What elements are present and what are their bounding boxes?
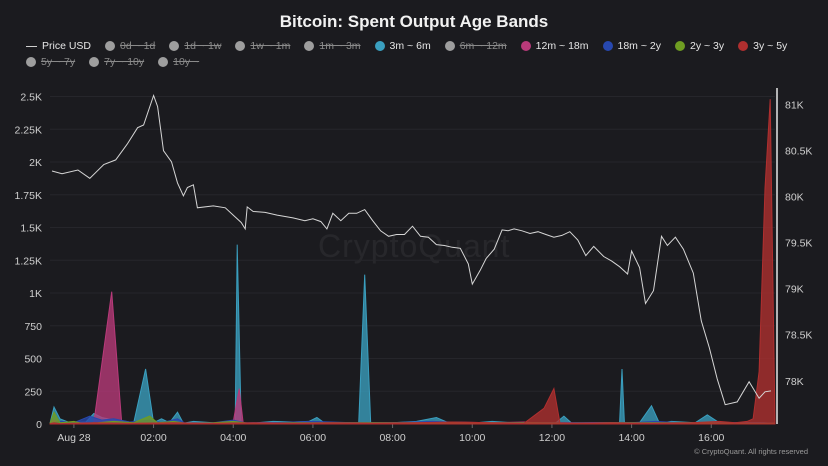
legend-item[interactable]: 1w ~ 1m xyxy=(235,40,290,52)
legend-dot-marker xyxy=(304,41,315,51)
y-right-tick-label: 79.5K xyxy=(785,238,812,250)
y-left-tick-label: 250 xyxy=(24,386,42,398)
chart-legend: Price USD 0d ~ 1d 1d ~ 1w 1w ~ 1m 1m ~ 3m 3m … xyxy=(26,40,816,68)
legend-label: 3y ~ 5y xyxy=(753,40,788,52)
y-right-tick-label: 78K xyxy=(785,376,804,388)
legend-line-marker xyxy=(26,45,37,47)
legend-dot-marker xyxy=(105,41,116,51)
legend-dot-marker xyxy=(235,41,246,51)
legend-item[interactable]: 0d ~ 1d xyxy=(105,40,155,52)
x-tick-label: 10:00 xyxy=(459,432,485,444)
legend-dot-marker xyxy=(738,41,749,51)
y-left-tick-label: 2.25K xyxy=(15,124,42,136)
series-area xyxy=(49,244,776,425)
legend-dot-marker xyxy=(674,41,685,51)
y-left-tick-label: 1.75K xyxy=(15,190,42,202)
y-left-tick-label: 2.5K xyxy=(20,92,42,104)
legend-item[interactable]: 1d ~ 1w xyxy=(169,40,221,52)
legend-label: 18m ~ 2y xyxy=(617,40,661,52)
y-left-tick-label: 0 xyxy=(36,419,42,431)
legend-dot-marker xyxy=(602,41,613,51)
copyright-notice: © CryptoQuant. All rights reserved xyxy=(694,447,808,456)
x-tick-label: 04:00 xyxy=(220,432,246,444)
legend-label: 3m ~ 6m xyxy=(389,40,431,52)
y-right-tick-label: 79K xyxy=(785,284,804,296)
y-left-tick-label: 750 xyxy=(24,321,42,333)
price-line xyxy=(51,93,772,406)
legend-dot-marker xyxy=(26,57,36,67)
legend-label: 2y ~ 3y xyxy=(689,40,725,52)
legend-dot-marker xyxy=(374,41,385,51)
x-tick-label: 12:00 xyxy=(539,432,565,444)
legend-label: 10y ~ xyxy=(173,56,200,68)
legend-item[interactable]: 3m ~ 6m xyxy=(374,40,431,52)
legend-dot-marker xyxy=(158,57,169,67)
legend-label: 0d ~ 1d xyxy=(120,40,156,52)
legend-item[interactable]: 3y ~ 5y xyxy=(738,40,787,52)
legend-item[interactable]: 5y ~ 7y xyxy=(26,56,75,68)
legend-item[interactable]: 12m ~ 18m xyxy=(520,40,589,52)
y-right-tick-label: 78.5K xyxy=(785,330,812,342)
y-right-tick-label: 80K xyxy=(785,192,804,204)
x-tick-label: Aug 28 xyxy=(57,432,90,444)
y-right-tick-label: 81K xyxy=(785,100,804,112)
x-tick-label: 14:00 xyxy=(618,432,644,444)
x-tick-label: 16:00 xyxy=(698,432,724,444)
x-tick-label: 02:00 xyxy=(140,432,166,444)
legend-label: 5y ~ 7y xyxy=(41,56,76,68)
legend-item[interactable]: 7y ~ 10y xyxy=(89,56,144,68)
legend-dot-marker xyxy=(444,41,455,51)
series-area xyxy=(49,291,776,425)
legend-label: 6m ~ 12m xyxy=(459,40,507,52)
legend-item[interactable]: 2y ~ 3y xyxy=(674,40,725,52)
legend-dot-marker xyxy=(520,41,531,51)
legend-item[interactable]: Price USD xyxy=(26,40,91,52)
legend-dot-marker xyxy=(89,57,100,67)
series-area xyxy=(49,99,776,425)
y-left-tick-label: 2K xyxy=(29,157,42,169)
legend-item[interactable]: 6m ~ 12m xyxy=(444,40,507,52)
y-left-tick-label: 500 xyxy=(24,354,42,366)
watermark: CryptoQuant xyxy=(318,228,511,264)
y-left-tick-label: 1.25K xyxy=(15,255,42,267)
x-tick-label: 08:00 xyxy=(379,432,405,444)
y-left-tick-label: 1K xyxy=(29,288,42,300)
y-left-tick-label: 1.5K xyxy=(20,223,42,235)
legend-label: 1m ~ 3m xyxy=(319,40,361,52)
legend-item[interactable]: 1m ~ 3m xyxy=(304,40,361,52)
legend-item[interactable]: 18m ~ 2y xyxy=(602,40,661,52)
legend-label: 7y ~ 10y xyxy=(104,56,145,68)
legend-label: 1d ~ 1w xyxy=(184,40,222,52)
legend-label: Price USD xyxy=(42,40,92,52)
legend-dot-marker xyxy=(169,41,180,51)
legend-label: 12m ~ 18m xyxy=(535,40,589,52)
x-tick-label: 06:00 xyxy=(300,432,326,444)
legend-label: 1w ~ 1m xyxy=(250,40,291,52)
legend-item[interactable]: 10y ~ xyxy=(158,56,199,68)
chart-title: Bitcoin: Spent Output Age Bands xyxy=(279,12,549,31)
y-right-tick-label: 80.5K xyxy=(785,146,812,158)
